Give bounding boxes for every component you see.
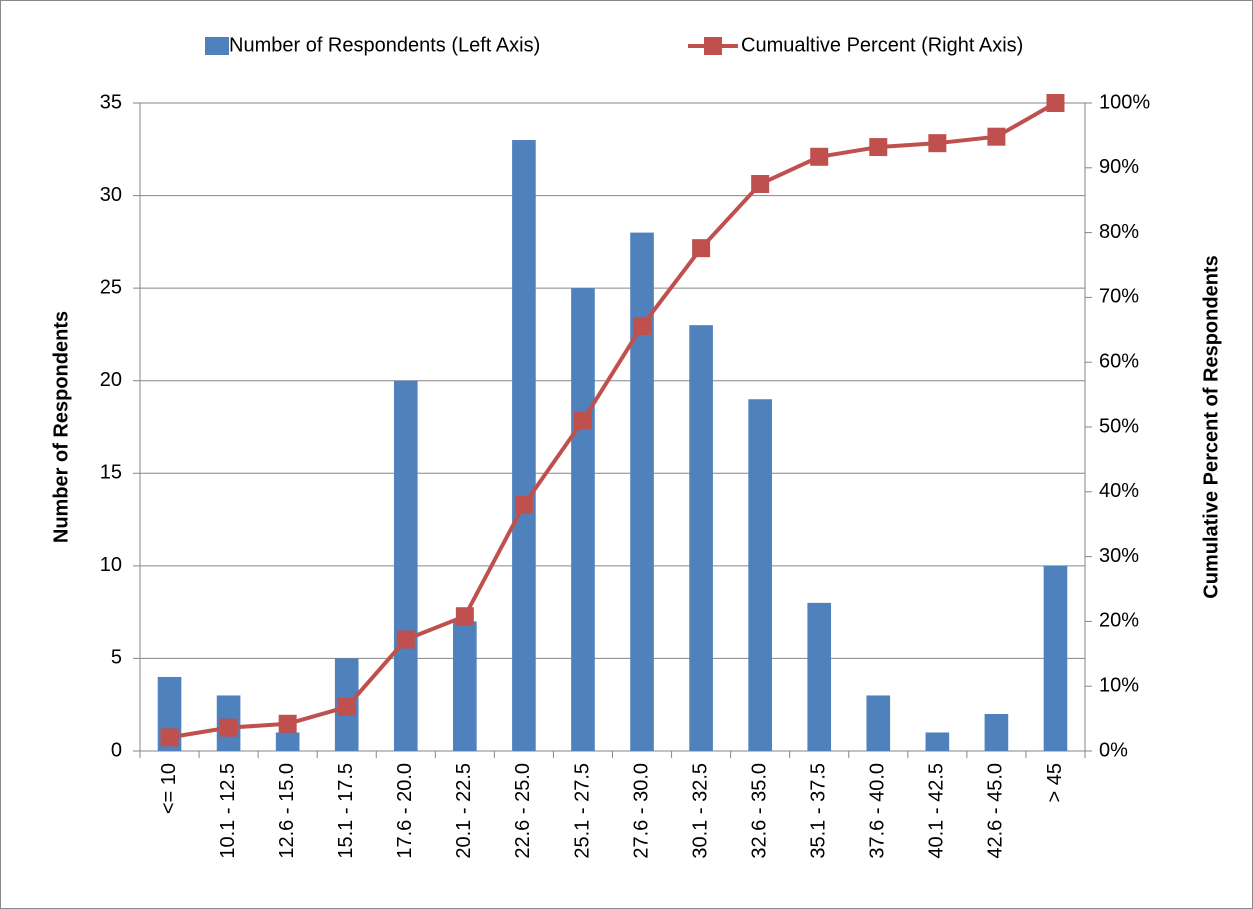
x-tick-label: 12.6 - 15.0 xyxy=(276,763,298,859)
x-tick-label: 27.6 - 30.0 xyxy=(630,763,652,859)
y2-tick-label: 50% xyxy=(1099,415,1139,437)
marker xyxy=(396,630,415,649)
x-tick-label: 20.1 - 22.5 xyxy=(453,763,475,859)
y2-tick-label: 60% xyxy=(1099,350,1139,372)
x-tick-label: 32.6 - 35.0 xyxy=(748,763,770,859)
marker xyxy=(633,316,652,335)
marker xyxy=(573,411,592,430)
y2-axis-title: Cumulative Percent of Respondents xyxy=(1200,255,1222,598)
marker xyxy=(869,138,888,157)
y2-tick-label: 10% xyxy=(1099,674,1139,696)
x-tick-label: 22.6 - 25.0 xyxy=(512,763,534,859)
y-tick-label: 25 xyxy=(100,276,122,298)
y-tick-label: 0 xyxy=(111,739,122,761)
bar xyxy=(630,232,654,752)
marker xyxy=(160,728,179,747)
bar xyxy=(393,380,418,751)
bar xyxy=(453,621,477,751)
legend-label: Cumualtive Percent (Right Axis) xyxy=(741,34,1023,56)
x-tick-label: 17.6 - 20.0 xyxy=(394,763,416,859)
legend-label: Number of Respondents (Left Axis) xyxy=(229,34,540,56)
marker xyxy=(278,714,297,733)
x-tick-label: 30.1 - 32.5 xyxy=(689,763,711,859)
y-tick-label: 10 xyxy=(100,554,122,576)
x-tick-label: 10.1 - 12.5 xyxy=(217,763,239,859)
x-tick-label: 15.1 - 17.5 xyxy=(335,763,357,859)
y2-tick-label: 0% xyxy=(1099,739,1128,761)
y-tick-label: 15 xyxy=(100,462,122,484)
bar xyxy=(512,140,536,751)
marker xyxy=(219,718,238,737)
x-tick-label: 25.1 - 27.5 xyxy=(571,763,593,859)
marker xyxy=(1046,94,1065,112)
line xyxy=(169,101,1057,740)
bar xyxy=(866,695,891,751)
y2-tick-label: 80% xyxy=(1099,221,1139,243)
x-tick-label: > 45 xyxy=(1044,763,1066,802)
bar xyxy=(748,399,772,751)
bar xyxy=(984,713,1009,751)
y-tick-label: 20 xyxy=(100,369,122,391)
marker xyxy=(810,147,829,166)
bar xyxy=(689,325,713,751)
y2-tick-label: 30% xyxy=(1099,545,1139,567)
y-axis-title: Number of Respondents xyxy=(50,311,72,543)
bar xyxy=(571,288,595,751)
bar xyxy=(275,732,300,751)
marker xyxy=(455,607,474,626)
legend-marker xyxy=(704,37,722,55)
x-tick-label: 40.1 - 42.5 xyxy=(926,763,948,859)
marker xyxy=(337,697,356,716)
y2-tick-label: 20% xyxy=(1099,610,1139,632)
y-tick-label: 5 xyxy=(111,647,122,669)
bar xyxy=(1043,565,1068,751)
y-tick-label: 35 xyxy=(100,91,122,113)
y2-tick-label: 100% xyxy=(1099,91,1150,113)
y2-tick-label: 90% xyxy=(1099,156,1139,178)
x-tick-label: <= 10 xyxy=(158,763,180,814)
y2-tick-label: 70% xyxy=(1099,286,1139,308)
marker xyxy=(928,134,947,153)
bar xyxy=(925,732,950,751)
marker xyxy=(987,127,1006,146)
y2-tick-label: 40% xyxy=(1099,480,1139,502)
y-tick-label: 30 xyxy=(100,184,122,206)
x-tick-label: 37.6 - 40.0 xyxy=(867,763,889,859)
x-tick-label: 35.1 - 37.5 xyxy=(808,763,830,859)
bar xyxy=(807,602,832,751)
marker xyxy=(692,239,711,258)
legend-swatch xyxy=(205,37,229,55)
marker xyxy=(751,175,770,193)
marker xyxy=(514,495,533,514)
x-tick-label: 42.6 - 45.0 xyxy=(985,763,1007,859)
